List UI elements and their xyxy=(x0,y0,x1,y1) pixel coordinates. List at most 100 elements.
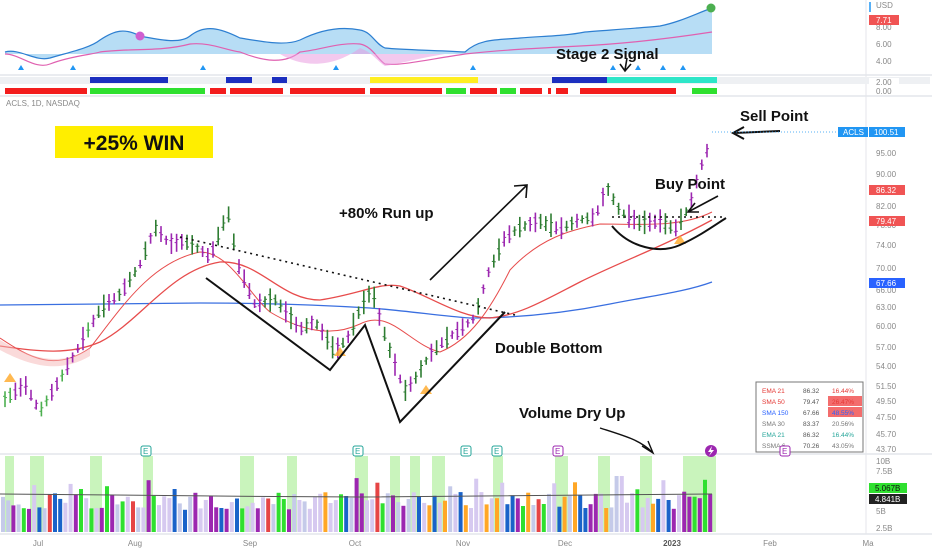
volume-bar xyxy=(323,492,328,532)
legend-pct: 48.55% xyxy=(832,410,854,417)
price-tick: 82.00 xyxy=(876,202,897,211)
volume-bar xyxy=(609,507,614,532)
symbol-label: ACLS, 1D, NASDAQ xyxy=(6,99,80,108)
ribbon-blue-2 xyxy=(226,77,252,83)
candles xyxy=(3,143,709,417)
volume-bar xyxy=(302,501,307,532)
price-tick: 63.00 xyxy=(876,303,897,312)
sell-point-label: Sell Point xyxy=(740,108,808,125)
legend-value: 83.37 xyxy=(803,421,820,428)
legend-value: 67.66 xyxy=(803,410,820,417)
volume-bar xyxy=(562,496,567,532)
volume-bar xyxy=(21,508,26,532)
volume-bar xyxy=(500,482,505,532)
volume-zone xyxy=(390,456,400,532)
volume-badge-1 xyxy=(869,483,907,493)
volume-bar xyxy=(406,499,411,532)
volume-dry-up-arrow xyxy=(599,427,655,455)
last-price-badge xyxy=(869,127,905,137)
volume-bar xyxy=(162,496,167,532)
volume-bar xyxy=(136,507,141,532)
x-label-aug: Aug xyxy=(128,539,142,548)
volume-bar xyxy=(287,509,291,532)
legend-pct: 16.44% xyxy=(832,432,854,439)
price-tick: 74.00 xyxy=(876,241,897,250)
volume-bar xyxy=(219,508,224,532)
volume-bar xyxy=(354,478,359,532)
ribbon-cyan xyxy=(607,77,717,83)
volume-bar xyxy=(687,496,692,532)
earnings-icon-letter: E xyxy=(555,447,560,456)
x-label-mar: Ma xyxy=(862,539,874,548)
indicator-tick-0: 8.00 xyxy=(876,23,892,32)
volume-bar xyxy=(661,480,666,532)
price-tick: 43.70 xyxy=(876,445,897,454)
price-tick: 49.50 xyxy=(876,397,897,406)
ticker-badge-text: ACLS xyxy=(843,128,864,137)
volume-bar xyxy=(183,509,187,532)
volume-bar xyxy=(484,504,489,532)
volume-bar xyxy=(120,501,125,532)
volume-bar xyxy=(380,503,385,532)
volume-bar xyxy=(105,486,109,532)
volume-bar xyxy=(297,500,302,532)
volume-dry-up-label: Volume Dry Up xyxy=(519,405,625,422)
volume-tick-1: 7.5B xyxy=(876,467,892,476)
volume-bar xyxy=(188,496,193,532)
volume-bar xyxy=(521,506,525,532)
earnings-icon-letter: E xyxy=(463,447,468,456)
volume-bar xyxy=(443,500,447,532)
volume-zone xyxy=(287,456,297,532)
price-badge-sma50-text: 79.47 xyxy=(876,217,897,226)
volume-bar xyxy=(515,498,520,532)
earnings-icon xyxy=(552,445,564,457)
volume-bar xyxy=(209,496,213,532)
price-tick: 60.00 xyxy=(876,322,897,331)
volume-bar xyxy=(318,493,323,532)
legend-value: 86.32 xyxy=(803,388,820,395)
volume-badge-1-text: 5.067B xyxy=(875,484,900,493)
volume-bar xyxy=(630,493,635,532)
indicator-tick-1: 6.00 xyxy=(876,40,892,49)
sma150-line xyxy=(0,281,713,319)
volume-bar xyxy=(375,482,380,532)
volume-bar xyxy=(567,495,572,532)
volume-bar xyxy=(339,494,343,532)
volume-bar xyxy=(479,492,484,532)
ma-shaded-curve xyxy=(0,340,90,367)
volume-bar xyxy=(526,492,531,532)
volume-bar xyxy=(349,497,354,532)
earnings-icon xyxy=(460,445,472,457)
lightning-glyph xyxy=(708,446,714,456)
ribbon-blue-4 xyxy=(552,77,607,83)
volume-bar xyxy=(198,508,203,532)
volume-bar xyxy=(110,495,115,532)
volume-bar xyxy=(666,500,671,532)
indicator-marker-pink xyxy=(135,31,145,41)
price-tick: 54.00 xyxy=(876,362,897,371)
volume-bar xyxy=(619,476,624,532)
volume-bar xyxy=(432,495,437,532)
stage2-arrow xyxy=(619,57,632,73)
volume-bar xyxy=(157,505,161,532)
volume-bar xyxy=(541,504,546,532)
volume-bar xyxy=(245,506,250,532)
volume-bar xyxy=(396,502,401,532)
price-badge-sma150 xyxy=(869,278,905,288)
volume-bar xyxy=(203,500,208,532)
volume-tick-3: 2.5B xyxy=(876,524,892,533)
volume-bar xyxy=(224,508,229,532)
earnings-icon xyxy=(140,445,152,457)
volume-bars xyxy=(1,476,713,532)
volume-bar xyxy=(193,492,198,532)
price-tick: 90.00 xyxy=(876,170,897,179)
volume-bar xyxy=(68,483,73,532)
volume-badge-2 xyxy=(869,494,907,504)
volume-bar xyxy=(583,508,588,532)
earnings-icon-letter: E xyxy=(494,447,499,456)
volume-bar xyxy=(271,504,276,532)
win-banner-text: +25% WIN xyxy=(84,132,185,155)
volume-bar xyxy=(250,502,255,532)
x-label-2023: 2023 xyxy=(663,539,681,548)
price-tick: 66.00 xyxy=(876,286,897,295)
